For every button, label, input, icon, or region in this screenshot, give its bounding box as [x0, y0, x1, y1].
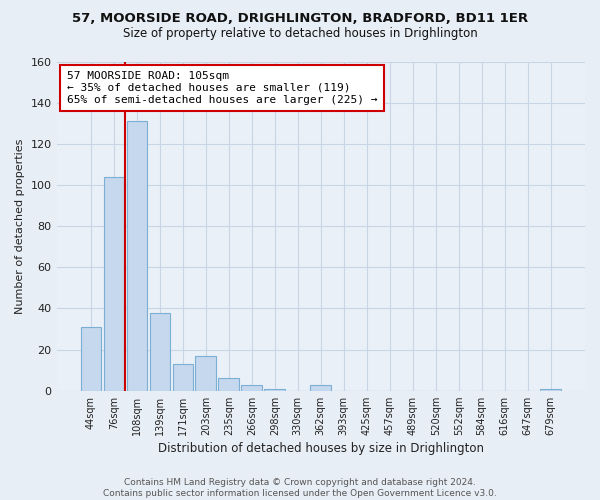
Text: Contains HM Land Registry data © Crown copyright and database right 2024.
Contai: Contains HM Land Registry data © Crown c… — [103, 478, 497, 498]
Y-axis label: Number of detached properties: Number of detached properties — [15, 138, 25, 314]
Bar — [241, 384, 262, 390]
Bar — [310, 384, 331, 390]
Bar — [104, 176, 124, 390]
Bar — [218, 378, 239, 390]
Bar — [149, 312, 170, 390]
Text: 57, MOORSIDE ROAD, DRIGHLINGTON, BRADFORD, BD11 1ER: 57, MOORSIDE ROAD, DRIGHLINGTON, BRADFOR… — [72, 12, 528, 26]
Bar — [127, 121, 147, 390]
Bar — [173, 364, 193, 390]
Bar — [540, 388, 561, 390]
Text: 57 MOORSIDE ROAD: 105sqm
← 35% of detached houses are smaller (119)
65% of semi-: 57 MOORSIDE ROAD: 105sqm ← 35% of detach… — [67, 72, 377, 104]
Bar — [196, 356, 216, 390]
Text: Size of property relative to detached houses in Drighlington: Size of property relative to detached ho… — [122, 28, 478, 40]
Bar — [265, 388, 285, 390]
X-axis label: Distribution of detached houses by size in Drighlington: Distribution of detached houses by size … — [158, 442, 484, 455]
Bar — [80, 327, 101, 390]
